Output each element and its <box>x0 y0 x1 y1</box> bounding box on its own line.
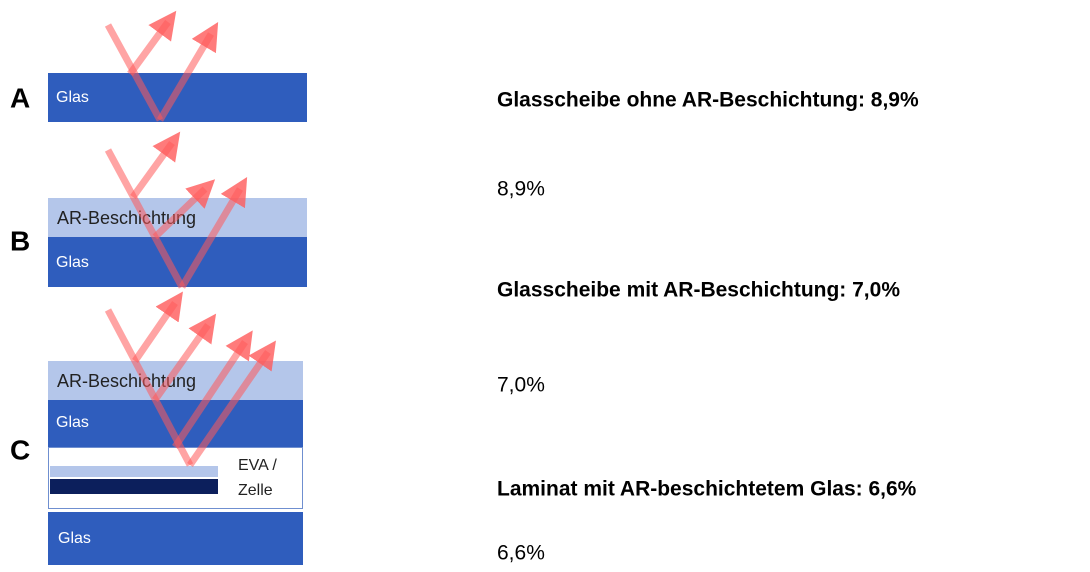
page: {"panels":[ {"letter":"A","layers":["Gla… <box>0 0 1090 572</box>
diagram: A Glas B AR-Beschichtung Glas C AR-Besch… <box>0 0 1090 572</box>
layer-label: EVA / <box>238 457 277 474</box>
panel-letter: C <box>10 434 30 465</box>
result-heading: Laminat mit AR-beschichtetem Glas: 6,6% <box>497 478 917 501</box>
result-heading: Glasscheibe mit AR-Beschichtung: 7,0% <box>497 279 900 302</box>
layer-label: Glas <box>56 254 89 271</box>
panel-letter: B <box>10 225 30 256</box>
cell-layer <box>50 479 218 494</box>
panel-letter: A <box>10 82 30 113</box>
result-value: 7,0% <box>497 374 545 397</box>
layer-label: Glas <box>56 414 89 431</box>
eva-layer <box>50 466 218 477</box>
result-value: 6,6% <box>497 542 545 565</box>
layer-label: Zelle <box>238 482 273 499</box>
result-value: 8,9% <box>497 178 545 201</box>
layer-label: Glas <box>56 89 89 106</box>
layer-label: Glas <box>58 530 91 547</box>
result-heading: Glasscheibe ohne AR-Beschichtung: 8,9% <box>497 89 919 112</box>
